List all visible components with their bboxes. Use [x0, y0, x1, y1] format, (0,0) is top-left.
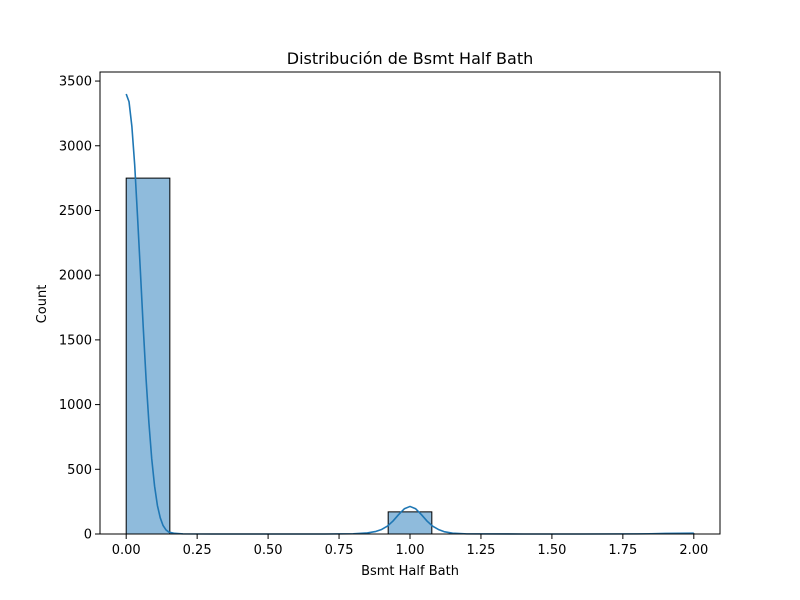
y-axis-label: Count [35, 285, 50, 324]
y-tick-label-3: 1500 [59, 333, 92, 348]
x-tick-label-5: 1.25 [466, 543, 495, 558]
x-tick-label-8: 2.00 [679, 543, 708, 558]
y-tick-label-4: 2000 [59, 269, 92, 284]
chart-title: Distribución de Bsmt Half Bath [287, 49, 534, 68]
x-tick-label-0: 0.00 [112, 543, 141, 558]
histogram-bar-0 [125, 177, 171, 535]
y-tick-label-1: 500 [67, 463, 92, 478]
histogram-bar-1 [387, 511, 433, 535]
x-tick-label-4: 1.00 [396, 543, 425, 558]
y-tick-label-0: 0 [84, 528, 92, 543]
y-tick-label-7: 3500 [59, 75, 92, 90]
y-tick-label-2: 1000 [59, 398, 92, 413]
x-tick-label-2: 0.50 [254, 543, 283, 558]
plot-area: 0.00 0.25 0.50 0.75 1.00 1.25 1.50 1.75 2.00 0 500… [59, 71, 721, 558]
x-axis-label: Bsmt Half Bath [361, 564, 459, 579]
x-tick-label-6: 1.50 [537, 543, 566, 558]
x-tick-label-7: 1.75 [608, 543, 637, 558]
y-tick-label-5: 2500 [59, 204, 92, 219]
y-tick-label-6: 3000 [59, 139, 92, 154]
x-tick-label-3: 0.75 [325, 543, 354, 558]
x-tick-label-1: 0.25 [183, 543, 212, 558]
